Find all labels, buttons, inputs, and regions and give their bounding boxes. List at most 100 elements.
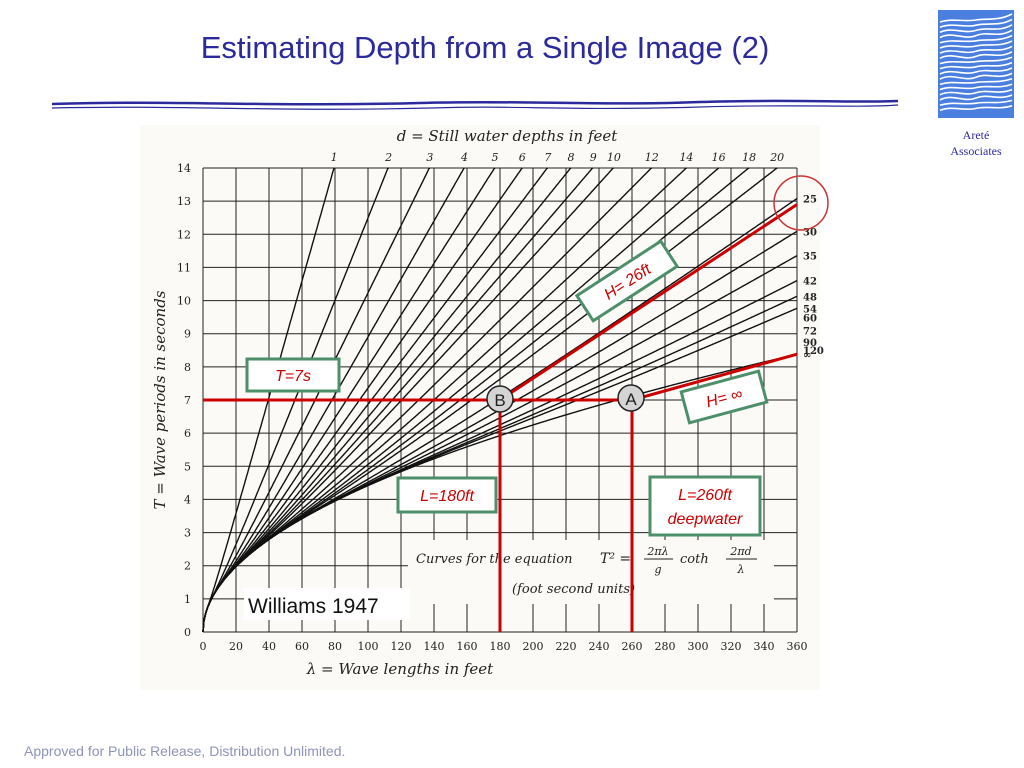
length-b-label: L=180ft <box>420 488 474 505</box>
x-tick-label: 100 <box>358 640 379 653</box>
credit-label: Williams 1947 <box>248 595 379 618</box>
length-b-callout: L=180ft <box>396 476 498 514</box>
logo-wave-line <box>939 67 1013 75</box>
x-axis-label: λ = Wave lengths in feet <box>306 660 494 678</box>
depth-right-label: 120 <box>803 346 824 357</box>
depth-top-label: 4 <box>460 151 468 164</box>
y-tick-label: 6 <box>184 427 191 440</box>
x-tick-labels: 0 20 40 60 80 100 120 140 160 180 200 220 240 260 280 3… <box>200 640 808 653</box>
depth-top-labels: 1 2 3 4 5 6 7 8 9 10 12 14 16 18 20 <box>331 151 785 164</box>
logo-wave-line <box>939 105 1013 112</box>
length-a-sublabel: deepwater <box>668 511 743 528</box>
highlight-circle <box>773 175 829 231</box>
company-name-line1: Areté <box>962 128 990 142</box>
height-deep-callout: H= ∞ <box>679 369 769 425</box>
depth-top-label: 14 <box>679 151 693 164</box>
depth-top-label: 6 <box>519 151 526 164</box>
equation-num2: 2πd <box>729 545 751 558</box>
credit-background <box>244 588 410 620</box>
x-tick-label: 20 <box>229 640 243 653</box>
y-tick-label: 10 <box>177 295 191 308</box>
depth-top-label: 1 <box>331 151 338 164</box>
depth-curve <box>202 167 389 633</box>
x-tick-label: 360 <box>787 640 808 653</box>
equation-coth: coth <box>680 552 709 567</box>
depth-top-label: 2 <box>384 151 392 164</box>
length-a-label: L=260ft <box>678 487 732 504</box>
logo-wave-line <box>939 51 1013 60</box>
y-tick-label: 1 <box>184 593 191 606</box>
depth-top-label: 10 <box>607 151 621 164</box>
company-name: Areté Associates <box>930 127 1022 159</box>
y-tick-label: 13 <box>177 195 191 208</box>
x-tick-label: 280 <box>655 640 676 653</box>
logo-wave-line <box>939 24 1013 34</box>
depth-top-label: 3 <box>426 151 433 164</box>
depth-curve <box>202 167 431 633</box>
annotation-lines <box>203 203 798 632</box>
logo-wave-line <box>939 99 1013 106</box>
depth-curve <box>202 167 687 633</box>
depth-right-label: 54 <box>803 304 817 315</box>
depth-top-label: 5 <box>492 151 499 164</box>
depth-right-label: 25 <box>803 194 817 205</box>
depth-curve <box>202 167 653 633</box>
equation-num1: 2πλ <box>646 545 668 558</box>
depth-curve <box>202 167 572 633</box>
x-tick-label: 160 <box>457 640 478 653</box>
x-tick-label: 0 <box>200 640 207 653</box>
depth-curve <box>202 167 496 633</box>
y-tick-label: 8 <box>184 361 191 374</box>
period-callout: T=7s <box>245 357 341 393</box>
x-tick-label: 80 <box>328 640 342 653</box>
y-tick-label: 4 <box>184 493 191 506</box>
depth-curve <box>202 167 720 633</box>
depth-right-label: 90 <box>803 338 817 349</box>
depth-top-label: 12 <box>645 151 659 164</box>
depth-curve <box>202 167 614 633</box>
point-a-marker: A <box>617 384 645 412</box>
depth-top-label: 18 <box>742 151 756 164</box>
depth-top-label: 16 <box>712 151 726 164</box>
company-name-line2: Associates <box>950 144 1002 158</box>
depth-right-label: ∞ <box>803 350 811 361</box>
point-b-label: B <box>494 391 505 410</box>
depth-top-label: 9 <box>590 151 597 164</box>
point-a-label: A <box>625 390 637 409</box>
depth-top-label: 20 <box>769 151 784 164</box>
logo-wave-line <box>939 13 1013 23</box>
x-tick-label: 220 <box>556 640 577 653</box>
logo-wave-line <box>939 34 1013 44</box>
release-footer: Approved for Public Release, Distributio… <box>24 743 346 759</box>
x-tick-label: 60 <box>295 640 309 653</box>
depth-right-label: 42 <box>803 277 817 288</box>
logo-wave-line <box>939 29 1013 39</box>
equation-den1: g <box>654 563 661 576</box>
logo-wave-line <box>939 18 1013 28</box>
length-a-callout: L=260ft deepwater <box>648 475 762 537</box>
depth-curve <box>202 167 465 633</box>
x-tick-label: 40 <box>262 640 276 653</box>
x-tick-label: 120 <box>391 640 412 653</box>
x-tick-label: 240 <box>589 640 610 653</box>
y-tick-label: 5 <box>184 460 191 473</box>
depth-right-label: 35 <box>803 252 817 263</box>
units-note: (foot second units) <box>512 582 635 597</box>
y-tick-label: 0 <box>184 626 191 639</box>
logo-wave-line <box>939 83 1013 91</box>
title-underline <box>51 99 899 110</box>
y-axis-label: T = Wave periods in seconds <box>151 290 169 509</box>
point-b-marker: B <box>486 385 514 413</box>
depth-right-label: 48 <box>803 292 817 303</box>
depth-curve <box>202 167 594 633</box>
logo-wave-line <box>939 61 1013 70</box>
logo-wave-line <box>939 88 1013 96</box>
equation-label: Curves for the equation <box>416 552 573 567</box>
equation-lhs: T² = <box>600 551 631 567</box>
wave-lines-logo-icon <box>938 10 1014 118</box>
depth-right-label: 30 <box>803 227 817 238</box>
logo-wave-line <box>939 78 1013 86</box>
y-tick-label: 7 <box>184 394 191 407</box>
